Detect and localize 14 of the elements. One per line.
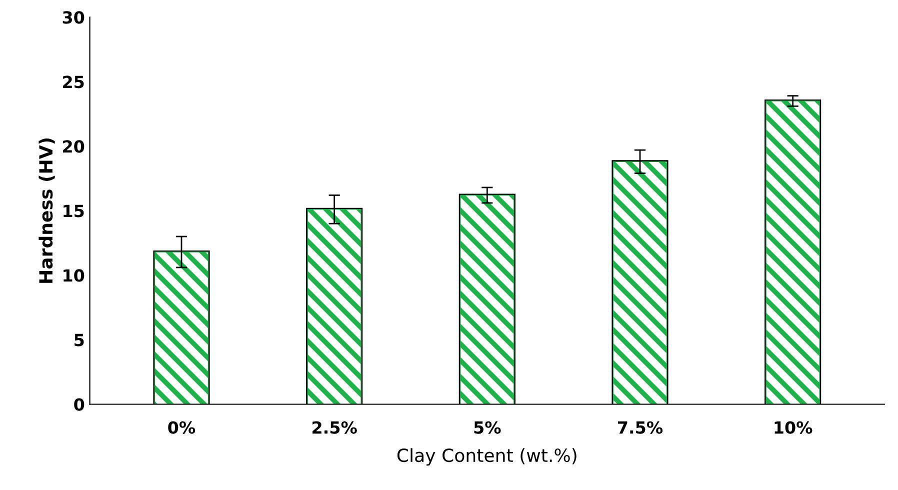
x-tick-label: 10% — [774, 421, 812, 434]
x-tick-label: 0% — [168, 421, 196, 434]
y-tick-label: 15 — [64, 204, 84, 218]
y-tick-label: 20 — [63, 140, 84, 153]
y-tick-label: 25 — [63, 76, 84, 88]
y-axis-title: Hardness (HV) — [38, 138, 55, 283]
y-tick-label: 5 — [74, 334, 84, 346]
y-tick-label: 0 — [74, 398, 84, 411]
x-axis-title: Clay Content (wt.%) — [397, 448, 576, 466]
x-tick-label: 2.5% — [312, 421, 357, 434]
y-tick-label: 30 — [62, 11, 84, 24]
x-tick-label: 7.5% — [618, 421, 663, 434]
x-tick-label: 5% — [474, 421, 501, 434]
y-tick-label: 10 — [64, 269, 84, 282]
